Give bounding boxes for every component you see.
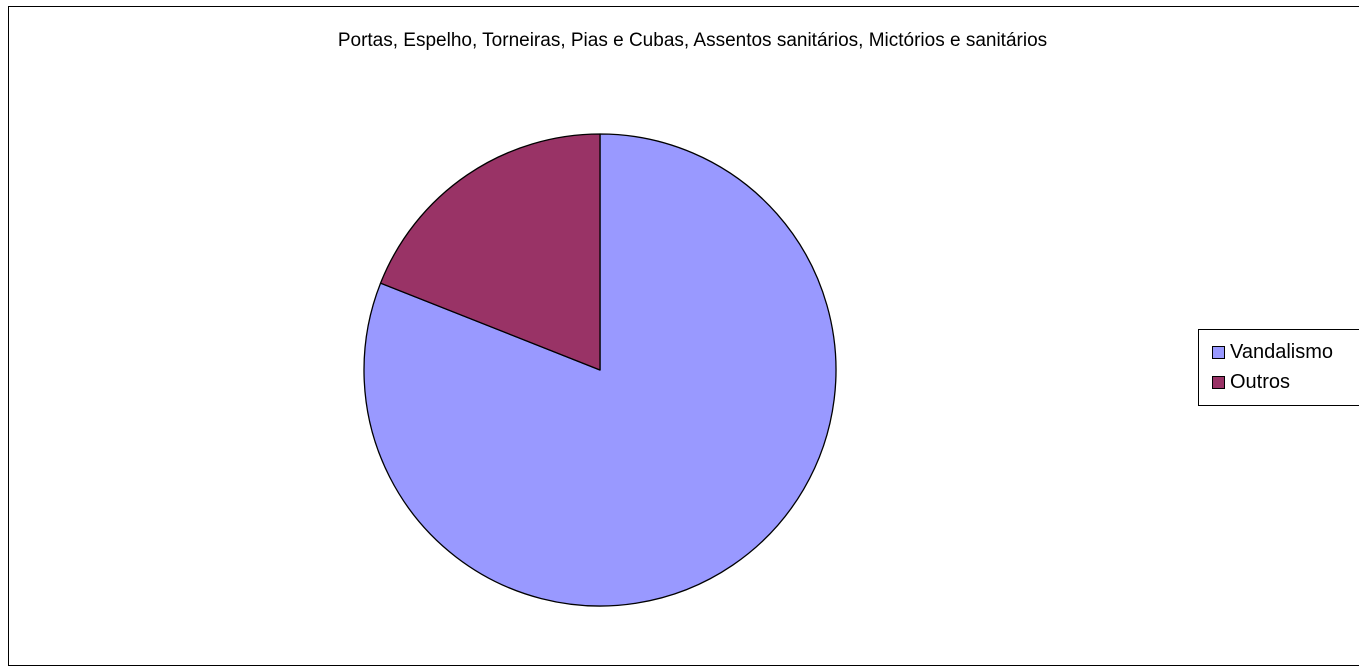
pie-slice-outros [379,133,601,371]
chart-title: Portas, Espelho, Torneiras, Pias e Cubas… [337,30,1048,51]
legend-swatch-outros [1212,375,1225,389]
legend-item-vandalismo: Vandalismo [1212,340,1333,364]
legend-item-outros: Outros [1212,370,1290,394]
legend: Vandalismo Outros [1198,329,1359,406]
legend-label-vandalismo: Vandalismo [1230,340,1334,363]
legend-label-outros: Outros [1230,370,1291,393]
legend-swatch-vandalismo [1212,345,1225,359]
